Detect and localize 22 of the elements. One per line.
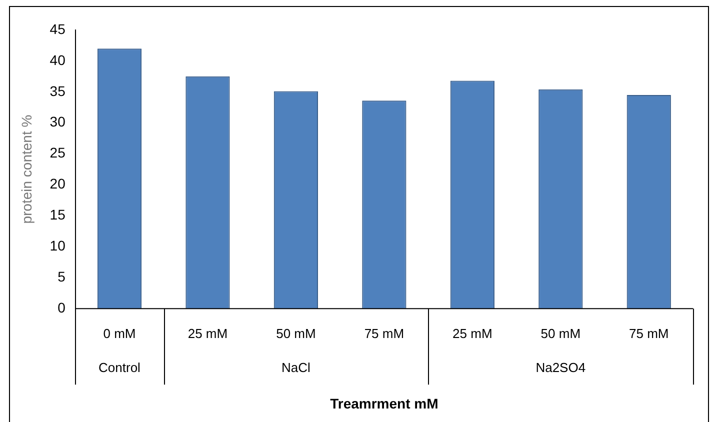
y-tick-label: 45 (50, 20, 66, 37)
y-tick-label: 15 (50, 206, 66, 223)
y-tick-label: 35 (50, 82, 66, 99)
text: Na2SO4 (536, 360, 586, 376)
x-axis-title: Treamrment mM (330, 395, 438, 412)
y-tick-label: 30 (50, 114, 66, 130)
y-tick-label: 25 (50, 144, 66, 161)
y-tick-label: 0 (58, 299, 66, 316)
y-tick-label: 5 (58, 268, 66, 285)
y-axis-title: protein content % (18, 114, 34, 224)
y-tick-label: 40 (50, 52, 66, 68)
text: NaCl (282, 360, 311, 376)
x-tick-label: 75 mM (629, 326, 669, 341)
y-tick-label: 20 (50, 176, 66, 192)
text: Control (98, 360, 141, 376)
x-tick-label: 50 mM (276, 326, 316, 341)
x-tick-label: 0 mM (103, 326, 136, 341)
x-tick-label: 25 mM (452, 326, 492, 341)
x-tick-label: 75 mM (364, 326, 404, 341)
x-tick-label: 25 mM (188, 326, 228, 341)
y-tick-label: 10 (50, 238, 66, 254)
x-tick-label: 50 mM (540, 326, 581, 341)
